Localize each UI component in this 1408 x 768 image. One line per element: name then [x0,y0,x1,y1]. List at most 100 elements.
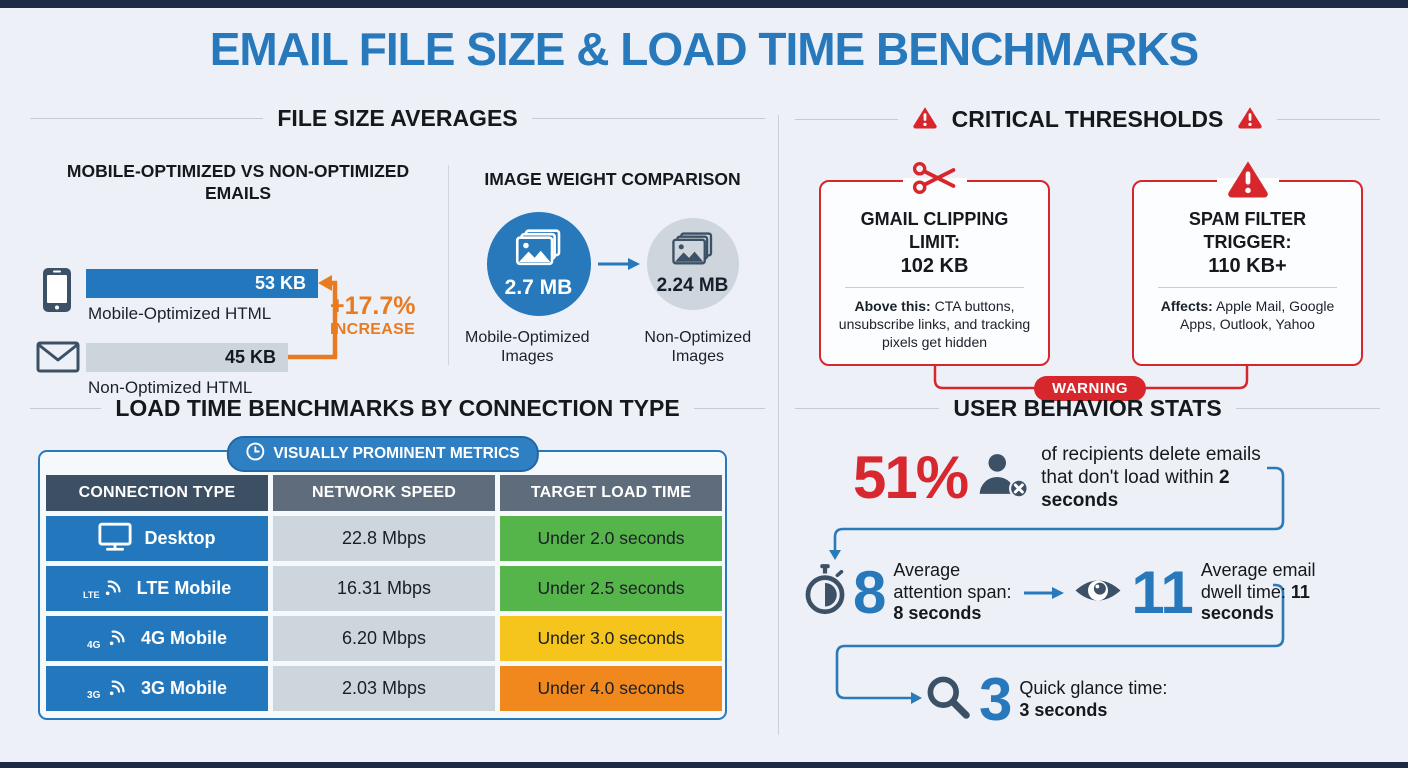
divider-line [531,117,766,120]
connection-label: 3G Mobile [140,678,227,698]
circle-label: Mobile-Optimized Images [465,329,590,366]
bar-non-optimized: 45 KB [86,343,288,372]
html-size-bar-chart: MOBILE-OPTIMIZED VS NON-OPTIMIZED EMAILS… [30,153,446,397]
stat-delete-emails: 51% of recipients delete emails that don… [853,443,1283,513]
target-value: Under 2.5 seconds [500,566,722,611]
box-note: Above this: CTA buttons, unsubscribe lin… [833,297,1036,352]
table-row-desktop-connection: Desktop [46,516,268,561]
comparison-circles: 2.7 MB 2.24 MB [460,212,765,316]
alert-triangle-icon [1237,105,1263,134]
signal-label: LTE [83,590,100,600]
stat-value: 51% [853,444,969,512]
section-title: USER BEHAVIOR STATS [953,395,1222,421]
stat-value: 11 [1131,559,1193,626]
flow-connectors [829,466,1285,704]
divider-line [795,118,898,121]
circle-value: 2.7 MB [504,275,573,299]
desktop-icon [98,522,133,556]
top-accent-bar [0,0,1408,8]
subsection-divider [448,165,449,365]
mobile-optimized-circle: 2.7 MB [486,212,591,316]
divider-line [30,407,102,410]
box-divider [1158,287,1337,288]
clock-icon [245,442,264,466]
4g-signal-icon: 4G [87,622,129,655]
stat-text-bold: 11 seconds [1200,581,1310,624]
increase-value: +17.7% [330,292,416,320]
stat-text-bold: 2 seconds [1041,467,1230,512]
user-behavior-section: USER BEHAVIOR STATS 51% of recipients de… [795,395,1381,745]
stat-text: Average attention span: 8 seconds [893,560,1015,626]
box-title: GMAIL CLIPPING LIMIT: [860,209,1009,252]
spam-filter-box: SPAM FILTER TRIGGER: 110 KB+ Affects: Ap… [1132,158,1363,366]
target-value: Under 3.0 seconds [500,616,722,661]
stat-text-bold: 3 seconds [1019,699,1108,720]
col-header-target: TARGET LOAD TIME [500,475,722,511]
note-lead: Above this: [854,298,931,314]
bar-label: Mobile-Optimized HTML [88,304,272,323]
lte-signal-icon: LTE [83,572,125,605]
metrics-badge: VISUALLY PROMINENT METRICS [226,436,539,472]
increase-arrow [288,275,338,360]
gmail-clipping-box: GMAIL CLIPPING LIMIT: 102 KB Above this:… [819,158,1050,366]
behavior-heading: USER BEHAVIOR STATS [795,395,1381,422]
bar-value: 45 KB [224,347,276,367]
stat-value: 8 [853,559,886,626]
bar-label: Non-Optimized HTML [88,378,253,397]
target-value: Under 2.0 seconds [500,516,722,561]
stat-text-normal: of recipients delete emails that don't l… [1041,444,1261,489]
critical-thresholds-section: CRITICAL THRESHOLDS GMAIL CLIPPING LIMIT… [795,105,1380,401]
table-row-3g-connection: 3G 3G Mobile [46,666,268,711]
box-divider [845,287,1024,288]
bar-mobile-optimized: 53 KB [86,269,318,298]
circle-label: Non-Optimized Images [644,329,752,366]
bottom-accent-bar [0,762,1408,768]
stat-text-normal: Average email dwell time: [1200,559,1316,602]
stat-quick-glance: 3 Quick glance time: 3 seconds [925,665,1189,734]
divider-line [30,117,264,120]
box-note: Affects: Apple Mail, Google Apps, Outloo… [1146,297,1349,333]
right-arrow-icon [1024,586,1065,599]
section-title: FILE SIZE AVERAGES [277,105,518,131]
stat-text: of recipients delete emails that don't l… [1041,443,1283,513]
speed-value: 6.20 Mbps [273,616,495,661]
stat-text: Quick glance time: 3 seconds [1019,678,1189,722]
warning-connector: WARNING [795,365,1380,414]
col-header-connection: CONNECTION TYPE [46,475,268,511]
table-row-4g-connection: 4G 4G Mobile [46,616,268,661]
3g-signal-icon: 3G [87,672,129,705]
divider-line [1277,118,1380,121]
bar-value: 53 KB [254,273,306,293]
box-value: 110 KB+ [1208,255,1287,277]
magnifier-icon [925,674,971,725]
signal-label: 4G [87,640,101,650]
divider-line [1235,407,1381,410]
increase-label: INCREASE [330,320,416,338]
connection-label: 4G Mobile [140,628,227,648]
note-text: CTA buttons, unsubscribe links, and trac… [838,298,1031,351]
smartphone-icon [42,267,72,318]
note-lead: Affects: [1160,298,1213,314]
non-optimized-circle: 2.24 MB [646,218,739,310]
envelope-icon [36,341,80,378]
file-size-heading: FILE SIZE AVERAGES [30,105,766,132]
section-title: LOAD TIME BENCHMARKS BY CONNECTION TYPE [115,395,680,421]
target-value: Under 4.0 seconds [500,666,722,711]
image-weight-comparison: IMAGE WEIGHT COMPARISON 2.7 MB 2.24 MB [460,153,765,366]
box-value: 102 KB [900,255,969,277]
stat-text-normal: Average attention span: [893,559,1012,602]
note-text: Apple Mail, Google Apps, Outlook, Yahoo [1180,298,1335,333]
divider-line [693,407,766,410]
speed-value: 22.8 Mbps [273,516,495,561]
user-delete-icon [977,452,1031,503]
threshold-boxes: GMAIL CLIPPING LIMIT: 102 KB Above this:… [795,158,1380,366]
box-title: SPAM FILTER TRIGGER: [1188,209,1307,252]
image-comparison-title: IMAGE WEIGHT COMPARISON [484,169,741,189]
benchmarks-table-container: VISUALLY PROMINENT METRICS CONNECTION TY… [38,436,727,720]
eye-icon [1073,574,1123,612]
table-row-lte-connection: LTE LTE Mobile [46,566,268,611]
speed-value: 16.31 Mbps [273,566,495,611]
circle-value: 2.24 MB [656,274,729,296]
photo-stack-icon [671,231,715,273]
